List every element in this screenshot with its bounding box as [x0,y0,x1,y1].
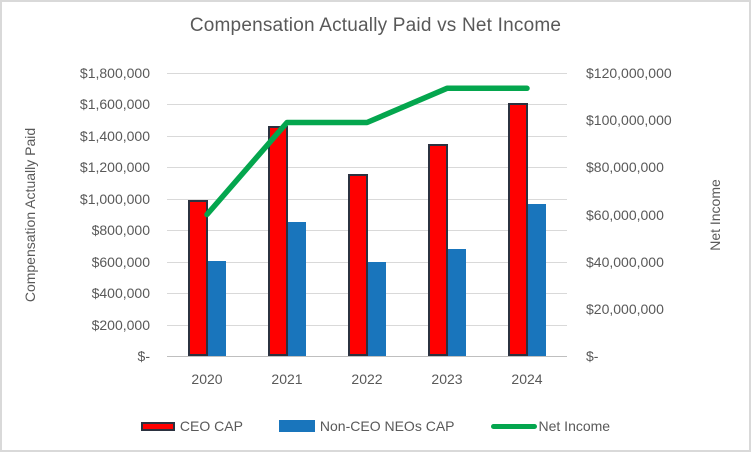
legend: CEO CAP Non-CEO NEOs CAP Net Income [2,418,749,434]
left-axis-tick-label: $1,000,000 [79,190,150,207]
x-axis-label: 2021 [271,371,303,387]
right-axis-tick-label: $80,000,000 [586,159,664,176]
x-axis-label: 2023 [431,371,463,387]
right-axis-tick-label: $20,000,000 [586,300,664,317]
bar-ceo-cap-2023 [428,144,448,356]
left-axis-tick-label: $1,400,000 [79,127,150,144]
net-income-line-layer [204,85,530,218]
x-axis-label: 2022 [351,371,383,387]
right-axis-title: Net Income [707,179,723,251]
bar-non-ceo-neos-cap-2021 [288,222,306,356]
left-axis-tick-label: $200,000 [91,316,150,333]
x-axis-label: 2024 [511,371,543,387]
left-axis-title: Compensation Actually Paid [22,127,38,303]
right-axis-tick-label: $120,000,000 [586,65,672,81]
left-axis-tick-label: $800,000 [91,222,150,239]
gridline [167,135,567,137]
legend-item-net-income: Net Income [490,418,611,434]
bar-ceo-cap-2024 [508,103,528,356]
right-axis-tick-label: $40,000,000 [586,253,664,270]
left-axis-tick-label: $1,600,000 [79,96,150,113]
left-axis-tick-label: $600,000 [91,253,150,270]
right-axis-tick-label: $100,000,000 [586,112,672,129]
bar-ceo-cap-2021 [268,126,288,356]
gridline [167,73,567,74]
right-axis-tick-label: $60,000,000 [586,206,664,223]
plot-area [167,73,567,357]
legend-item-non-ceo-neos-cap: Non-CEO NEOs CAP [278,418,455,434]
gridline [167,167,567,169]
right-axis-tick-label: $- [586,348,599,364]
legend-item-ceo-cap: CEO CAP [140,418,243,434]
x-axis-line [167,356,567,357]
ceo-cap-swatch-icon [140,421,175,431]
net-income-line-swatch-icon [490,423,537,429]
bar-ceo-cap-2020 [188,200,208,356]
legend-label-net-income: Net Income [538,418,611,434]
legend-label-non-ceo-neos-cap: Non-CEO NEOs CAP [319,418,455,434]
bar-ceo-cap-2022 [348,174,368,356]
gridline [167,104,567,106]
legend-label-ceo-cap: CEO CAP [179,418,243,434]
bar-non-ceo-neos-cap-2024 [528,204,546,356]
left-axis-tick-label: $1,200,000 [79,159,150,176]
non-ceo-neos-cap-swatch-icon [278,420,315,432]
chart-title: Compensation Actually Paid vs Net Income [189,15,562,36]
x-axis-label: 2020 [191,371,223,387]
net-income-line [204,85,530,218]
bar-non-ceo-neos-cap-2020 [208,261,226,356]
left-axis-tick-label: $- [137,348,150,364]
bar-non-ceo-neos-cap-2022 [368,262,386,356]
bar-non-ceo-neos-cap-2023 [448,249,466,356]
left-axis-tick-label: $400,000 [91,285,150,302]
left-axis-tick-label: $1,800,000 [79,65,150,81]
